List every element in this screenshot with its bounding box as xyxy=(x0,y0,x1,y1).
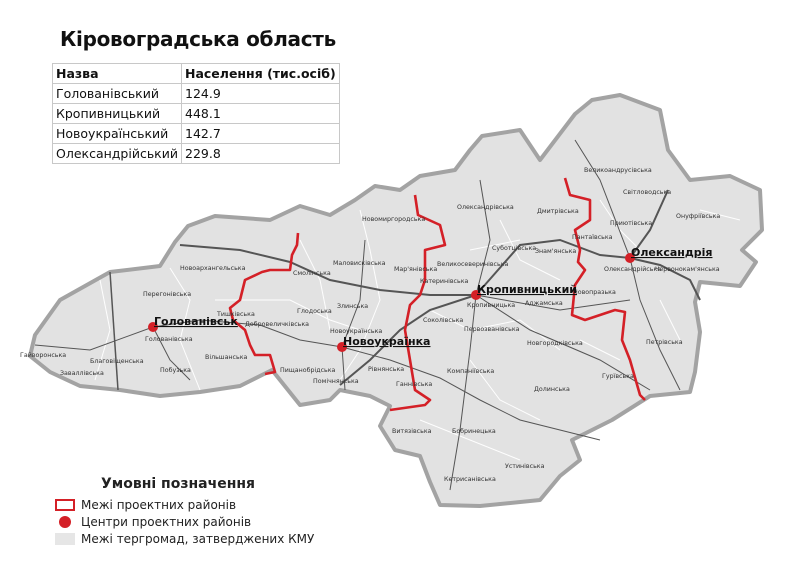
cell-name: Новоукраїнський xyxy=(52,123,182,144)
community-label: Новомиргородська xyxy=(362,216,425,223)
table-header-row: Назва Населення (тис.осіб) xyxy=(52,63,340,84)
legend-item-district-borders: Межі проектних районів xyxy=(55,496,314,513)
community-label: Онуфріївська xyxy=(676,212,720,220)
community-label: Дмитрівська xyxy=(537,207,579,215)
map-title: Кіровоградська область xyxy=(60,27,336,51)
district-center-marker xyxy=(471,290,481,300)
community-label: Злинська xyxy=(337,303,368,310)
community-label: Побузька xyxy=(160,366,191,374)
cell-population: 124.9 xyxy=(181,83,340,104)
community-label: Соколівська xyxy=(423,316,463,324)
district-centers: Голованівськ Новоукраїнка Кропивницький Оле… xyxy=(148,246,712,352)
gray-border-swatch-icon xyxy=(55,532,75,545)
community-label: Катеринівська xyxy=(420,277,469,285)
table-row: Новоукраїнський 142.7 xyxy=(52,123,340,144)
community-label: Тишківська xyxy=(216,310,255,318)
community-label: Компаніївська xyxy=(447,367,494,375)
community-label: Бобринецька xyxy=(452,427,496,435)
community-label: Глодоська xyxy=(297,308,332,315)
legend-item-centers: Центри проектних районів xyxy=(55,513,314,530)
district-center-marker xyxy=(625,253,635,263)
community-label: Витязівська xyxy=(392,427,432,435)
community-label: Знам'янська xyxy=(535,248,576,255)
community-labels: НовоархангельськаПерегонівськаГолованівс… xyxy=(20,166,720,483)
community-label: Великоандрусівська xyxy=(584,166,652,174)
community-label: Благовіщенська xyxy=(90,357,144,365)
red-dot-icon xyxy=(55,515,75,528)
community-label: Маловисківська xyxy=(333,259,386,267)
table-row: Голованівський 124.9 xyxy=(52,83,340,104)
district-border-west xyxy=(228,232,300,376)
cell-name: Олександрійський xyxy=(52,143,182,164)
community-label: Аджамська xyxy=(525,300,563,307)
community-label: Мар'янівська xyxy=(394,265,437,273)
legend: Умовні позначення Межі проектних районів… xyxy=(55,476,314,547)
table-row: Кропивницький 448.1 xyxy=(52,103,340,124)
community-borders xyxy=(94,199,741,461)
community-label: Устинівська xyxy=(505,462,545,470)
district-center-label: Олександрія xyxy=(631,246,712,259)
community-label: Суботцівська xyxy=(492,244,536,252)
community-label: Новопразька xyxy=(573,289,616,296)
community-label: Петрівська xyxy=(646,338,683,346)
community-label: Гурївська xyxy=(602,372,634,380)
district-center-marker xyxy=(337,342,347,352)
community-label: Кропивницька xyxy=(467,302,515,309)
community-label: Перегонівська xyxy=(143,290,191,298)
legend-label: Межі тергромад, затверджених КМУ xyxy=(81,531,315,546)
district-center-label: Голованівськ xyxy=(154,315,238,328)
community-label: Вільшанська xyxy=(205,353,248,361)
community-label: Приютівська xyxy=(610,219,652,227)
community-label: Пантаївська xyxy=(572,233,613,241)
community-label: Пищанобрідська xyxy=(280,366,336,374)
project-district-borders xyxy=(228,177,646,412)
district-center-label: Новоукраїнка xyxy=(343,335,430,348)
oblast-outline xyxy=(28,93,764,508)
community-label: Червонокам'янська xyxy=(655,266,720,273)
cell-population: 229.8 xyxy=(181,143,340,164)
community-label: Помічнянська xyxy=(313,377,359,385)
community-label: Гайворонська xyxy=(20,351,66,359)
community-label: Світловодська xyxy=(623,188,671,196)
district-center-label: Кропивницький xyxy=(477,283,577,296)
community-label: Новгородківська xyxy=(527,339,583,347)
district-border-center xyxy=(389,194,447,412)
community-label: Великосеверинівська xyxy=(437,260,509,268)
district-center-marker xyxy=(148,322,158,332)
community-label: Смолінська xyxy=(293,269,331,277)
community-label: Новоукраїнська xyxy=(330,327,382,335)
population-table: Назва Населення (тис.осіб) Голованівськи… xyxy=(52,63,340,164)
community-label: Рівнянська xyxy=(368,365,404,373)
table-row: Олександрійський 229.8 xyxy=(52,143,340,164)
community-label: Долинська xyxy=(534,386,570,393)
community-label: Добровеличківська xyxy=(245,320,309,328)
legend-title: Умовні позначення xyxy=(101,476,256,492)
community-label: Олександрівська xyxy=(457,203,514,211)
community-label: Голованівська xyxy=(145,335,193,343)
legend-label: Межі проектних районів xyxy=(81,497,237,512)
legend-item-community-borders: Межі тергромад, затверджених КМУ xyxy=(55,530,314,547)
community-label: Новоархангельська xyxy=(180,265,246,272)
community-label: Заваллівська xyxy=(60,369,104,377)
cell-name: Кропивницький xyxy=(52,103,182,124)
legend-label: Центри проектних районів xyxy=(81,514,252,529)
red-border-swatch-icon xyxy=(55,498,75,511)
community-label: Первозванівська xyxy=(464,325,520,333)
community-label: Ганнівська xyxy=(396,380,432,388)
community-label: Кетрисанівська xyxy=(444,475,496,483)
district-border-east xyxy=(563,177,646,401)
community-label: Олександрійська xyxy=(604,265,661,273)
